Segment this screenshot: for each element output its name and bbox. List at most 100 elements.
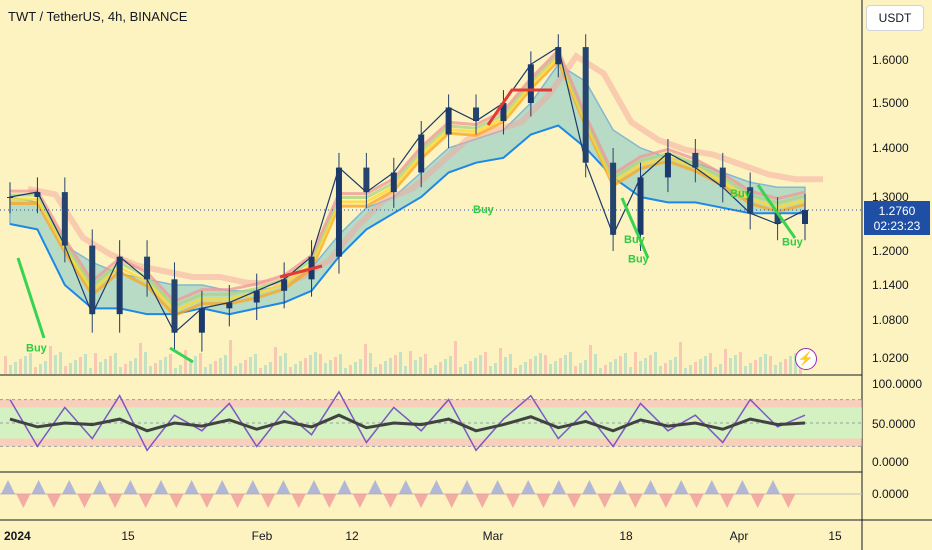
volume-bar — [244, 360, 247, 374]
volume-bar — [329, 360, 332, 374]
price-tick-label: 1.2000 — [872, 244, 909, 258]
volume-bar — [499, 348, 502, 374]
time-tick-label: Mar — [483, 529, 504, 543]
histogram-down-marker — [475, 494, 490, 508]
histogram-down-marker — [628, 494, 643, 508]
volume-bar — [24, 356, 27, 374]
volume-bar — [99, 362, 102, 374]
last-price-tag: 1.2760 02:23:23 — [864, 201, 930, 235]
volume-bar — [424, 354, 427, 374]
volume-bar — [419, 357, 422, 374]
volume-bar — [59, 352, 62, 374]
candle-body — [473, 107, 480, 121]
candle-body — [7, 197, 13, 198]
stoch-d-line — [9, 413, 806, 433]
volume-bar — [129, 361, 132, 374]
volume-bar — [444, 359, 447, 374]
volume-bar — [604, 365, 607, 374]
volume-bar — [519, 365, 522, 374]
volume-bar — [674, 357, 677, 374]
volume-bar — [469, 361, 472, 374]
histogram-up-marker — [735, 480, 750, 494]
histogram-down-marker — [536, 494, 551, 508]
volume-bar — [364, 344, 367, 374]
volume-bar — [409, 351, 412, 374]
volume-bar — [614, 359, 617, 374]
volume-bar — [4, 356, 7, 374]
candle-body — [582, 47, 589, 163]
histogram-up-marker — [613, 480, 627, 494]
volume-bar — [534, 356, 537, 374]
volume-bar — [359, 359, 362, 374]
volume-bar — [89, 368, 92, 374]
histogram-down-marker — [230, 494, 245, 508]
volume-bar — [174, 368, 177, 374]
volume-bar — [369, 353, 372, 374]
histogram-down-marker — [169, 494, 184, 508]
histogram-up-marker — [398, 480, 413, 494]
volume-bar — [584, 360, 587, 374]
volume-bar — [184, 350, 187, 374]
volume-bar — [114, 353, 117, 374]
lightning-icon[interactable]: ⚡ — [795, 348, 817, 370]
volume-bar — [304, 358, 307, 374]
volume-bar — [209, 364, 212, 374]
volume-bar — [254, 354, 257, 374]
volume-bar — [219, 358, 222, 374]
candle-body — [500, 103, 507, 121]
currency-button[interactable]: USDT — [866, 5, 924, 31]
histogram-down-marker — [383, 494, 398, 508]
time-tick-label: 12 — [345, 529, 359, 543]
volume-bar — [29, 353, 32, 374]
volume-bar — [729, 358, 732, 374]
volume-bar — [524, 362, 527, 374]
volume-bar — [269, 362, 272, 374]
volume-bar — [339, 354, 342, 374]
candle-body — [527, 64, 534, 103]
oscillator-oversold-band — [0, 438, 862, 447]
volume-bar — [224, 355, 227, 374]
volume-bar — [74, 360, 77, 374]
chart-title: TWT / TetherUS, 4h, BINANCE — [8, 9, 188, 24]
volume-bar — [744, 366, 747, 374]
histogram-down-marker — [108, 494, 123, 508]
volume-bar — [384, 361, 387, 374]
volume-bar — [79, 357, 82, 374]
histogram-up-marker — [1, 480, 15, 494]
buy-signal-label: Buy — [782, 237, 804, 249]
histogram-up-marker — [521, 480, 536, 494]
volume-bar — [679, 342, 682, 374]
histogram-up-marker — [245, 480, 260, 494]
volume-bar — [659, 366, 662, 374]
buy-signal-label: Buy — [473, 204, 495, 216]
volume-bar — [34, 367, 37, 374]
volume-bar — [544, 355, 547, 374]
histogram-down-marker — [16, 494, 31, 508]
candle-body — [637, 177, 644, 235]
histogram-down-marker — [414, 494, 429, 508]
volume-bar — [594, 354, 597, 374]
volume-bar — [759, 357, 762, 374]
volume-bar — [514, 368, 517, 374]
histogram-down-marker — [597, 494, 612, 508]
volume-bar — [49, 346, 52, 374]
candle-body — [198, 308, 205, 333]
volume-bar — [284, 353, 287, 374]
volume-bar — [349, 365, 352, 374]
volume-bar — [234, 366, 237, 374]
histogram-down-marker — [750, 494, 765, 508]
candle-body — [89, 245, 96, 315]
ma-ribbon-line — [10, 47, 806, 304]
volume-bar — [69, 363, 72, 374]
volume-bar — [64, 366, 67, 374]
volume-bar — [539, 353, 542, 374]
histogram-down-marker — [781, 494, 796, 508]
candle-body — [418, 134, 425, 173]
time-tick-label: Feb — [252, 529, 273, 543]
volume-bar — [354, 362, 357, 374]
oscillator-tick-label: 100.0000 — [872, 377, 922, 391]
volume-bar — [764, 354, 767, 374]
price-tick-label: 1.0800 — [872, 313, 909, 327]
volume-bar — [294, 364, 297, 374]
